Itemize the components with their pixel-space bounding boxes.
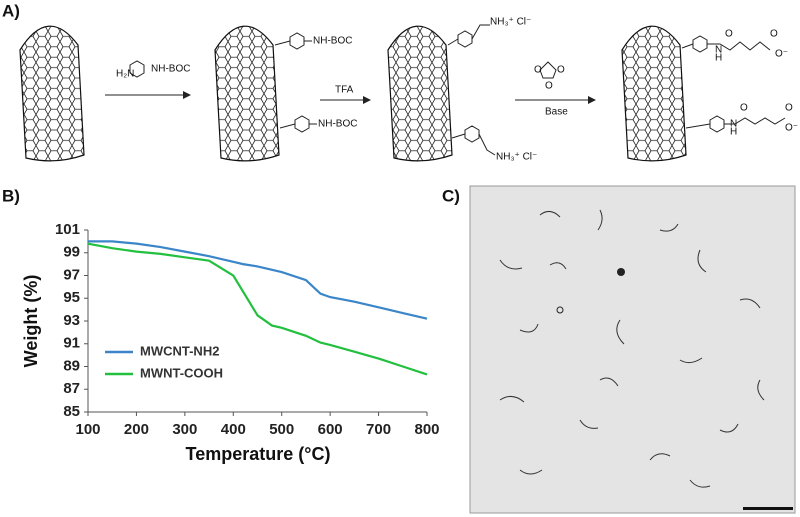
panel-label: A): [2, 1, 20, 20]
y-tick-label: 91: [63, 335, 80, 352]
reagent-label: TFA: [335, 85, 354, 96]
x-tick-label: 600: [318, 421, 343, 438]
chem-label: H₂N: [116, 69, 134, 80]
nanotubes: [19, 25, 687, 162]
chem-label: O: [545, 81, 553, 92]
plot: 85 87 89 91 93 95 97 99 101 100 200 300 400 500 600 700…: [55, 221, 440, 438]
panel-label: C): [442, 186, 460, 205]
x-tick-label: 800: [414, 421, 439, 438]
chem-label: O⁻: [775, 49, 788, 60]
chem-label: O: [740, 103, 748, 114]
x-axis-title: Temperature (°C): [186, 444, 331, 464]
chem-label: NH-BOC: [313, 36, 352, 47]
y-tick-label: 97: [63, 266, 80, 283]
y-tick-label: 99: [63, 244, 80, 261]
x-tick-label: 200: [124, 421, 149, 438]
chem-label: O: [770, 29, 778, 40]
chem-label: N: [715, 45, 722, 56]
y-tick-label: 93: [63, 312, 80, 329]
chem-label: H: [730, 127, 737, 138]
bonds: [129, 24, 786, 156]
y-tick-label: 85: [63, 403, 80, 420]
y-axis-title: Weight (%): [21, 275, 41, 368]
x-tick-label: 300: [172, 421, 197, 438]
arrows: [105, 91, 596, 104]
chem-label: NH-BOC: [151, 64, 190, 75]
chem-label: O: [557, 65, 565, 76]
chem-label: N: [730, 119, 737, 130]
x-tick-label: 400: [221, 421, 246, 438]
chem-label: NH-BOC: [318, 119, 357, 130]
chem-label: NH₃⁺ Cl⁻: [490, 17, 531, 28]
x-tick-label: 700: [366, 421, 391, 438]
x-tick-label: 500: [269, 421, 294, 438]
tem-image: [469, 185, 796, 514]
data-line: [88, 240, 428, 320]
panel-label: B): [2, 186, 20, 205]
y-tick-label: 101: [55, 221, 80, 238]
data-line: [87, 242, 428, 376]
chem-label: O: [785, 103, 793, 114]
reagent-label: Base: [545, 107, 568, 118]
y-tick-label: 95: [63, 289, 80, 306]
legend-label: MWNT-COOH: [140, 365, 223, 380]
y-tick-label: 87: [63, 380, 80, 397]
chem-label: O⁻: [785, 123, 798, 134]
x-tick-label: 100: [75, 421, 100, 438]
chem-label: H: [715, 53, 722, 64]
chem-label: NH₃⁺ Cl⁻: [496, 152, 537, 163]
legend-label: MWCNT-NH2: [140, 343, 219, 358]
chem-label: O: [534, 65, 542, 76]
chem-label: O: [725, 29, 733, 40]
y-tick-label: 89: [63, 357, 80, 374]
